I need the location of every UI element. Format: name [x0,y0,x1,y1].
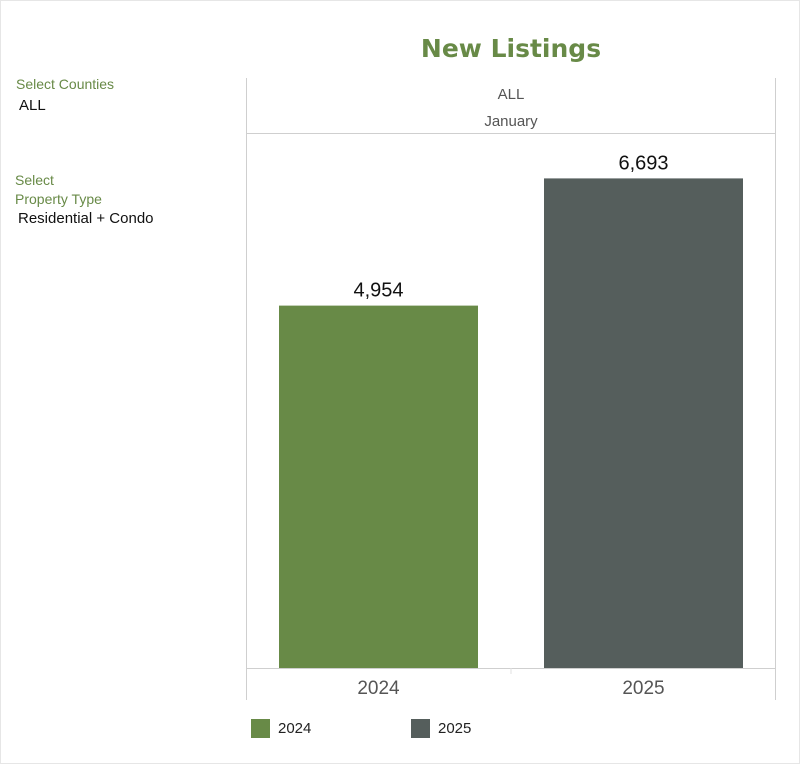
counties-filter-label: Select Counties [16,76,115,92]
x-tick-label-2025: 2025 [622,678,664,699]
legend-item-2025: 2025 [411,719,471,738]
property-type-filter-label-line2: Property Type [15,191,102,207]
header-month: January [484,113,538,130]
property-type-filter-label-line1: Select [15,172,54,188]
property-type-filter-value[interactable]: Residential + Condo [18,210,154,227]
legend-label-2025: 2025 [438,720,472,737]
bar-chart: 4,954 2024 6,693 2025 [246,134,776,700]
chart-header: ALL January [246,78,776,134]
legend-swatch-2024 [251,719,270,738]
bar-2025[interactable] [544,178,743,668]
legend-swatch-2025 [411,719,430,738]
legend-item-2024: 2024 [251,719,311,738]
x-tick-label-2024: 2024 [357,678,400,699]
data-label-2024: 4,954 [353,280,403,302]
chart-title: New Listings [420,34,602,63]
legend-label-2024: 2024 [278,720,312,737]
counties-filter-value[interactable]: ALL [19,97,46,114]
data-label-2025: 6,693 [618,152,668,174]
bar-2024[interactable] [279,305,478,668]
header-county: ALL [497,86,525,103]
